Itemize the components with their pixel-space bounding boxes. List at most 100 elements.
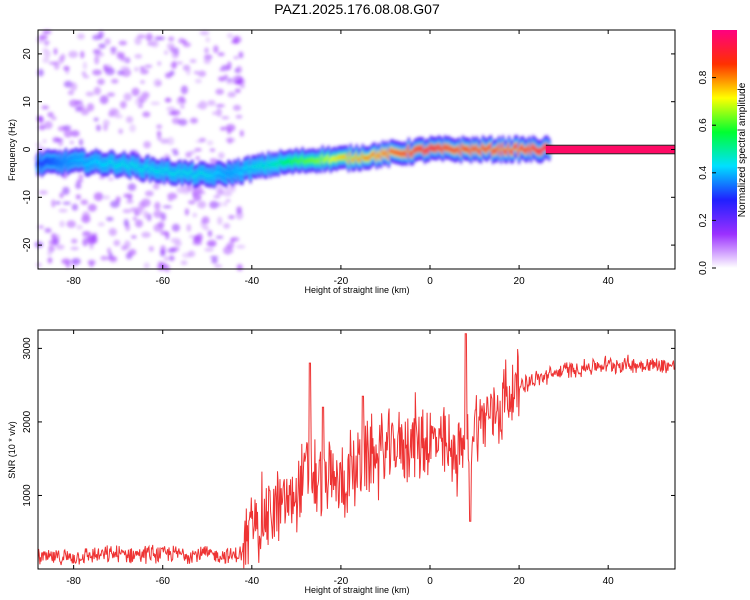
noise-speckle <box>189 59 197 63</box>
noise-speckle <box>168 36 175 42</box>
noise-speckle <box>80 108 90 116</box>
noise-speckle <box>78 138 84 146</box>
noise-speckle <box>204 247 214 252</box>
noise-speckle <box>86 103 95 112</box>
noise-speckle <box>37 115 45 124</box>
noise-speckle <box>167 196 173 202</box>
noise-speckle <box>229 237 235 244</box>
noise-speckle <box>157 61 162 66</box>
noise-speckle <box>100 255 108 261</box>
noise-speckle <box>106 92 116 97</box>
snr-panel: -80 -60 -40 -20 0 20 40 1000 2000 3000 Height of… <box>7 329 676 595</box>
noise-speckle <box>120 52 125 61</box>
noise-speckle <box>213 195 221 199</box>
snr-x-label: Height of straight line (km) <box>304 585 409 595</box>
noise-speckle <box>111 78 119 84</box>
noise-speckle <box>53 47 58 55</box>
noise-speckle <box>110 51 117 55</box>
noise-speckle <box>38 124 46 131</box>
y-tick-label: 2000 <box>22 410 33 433</box>
noise-speckle <box>93 117 99 122</box>
noise-speckle <box>182 42 191 48</box>
spectrogram-y-axis: -20 -10 0 10 20 <box>22 48 675 252</box>
noise-speckle <box>87 203 97 212</box>
noise-speckle <box>236 206 243 214</box>
noise-speckle <box>185 67 191 76</box>
noise-speckle <box>229 249 234 253</box>
noise-speckle <box>82 238 88 247</box>
noise-speckle <box>97 222 105 227</box>
noise-speckle <box>227 61 232 71</box>
noise-speckle <box>166 136 175 146</box>
noise-speckle <box>159 249 166 257</box>
noise-speckle <box>205 36 211 43</box>
noise-speckle <box>37 68 44 77</box>
noise-speckle <box>134 36 142 46</box>
y-tick-label: -10 <box>22 190 33 205</box>
colorbar-axis: 0.0 0.2 0.4 0.6 0.8 <box>698 70 716 275</box>
snr-series-line <box>37 333 676 569</box>
noise-speckle <box>225 137 236 143</box>
x-tick-label: -80 <box>66 576 81 587</box>
noise-speckle <box>59 192 64 199</box>
x-tick-label: 20 <box>514 276 526 287</box>
noise-speckle <box>119 100 127 109</box>
noise-speckle <box>47 257 53 264</box>
noise-speckle <box>157 36 165 41</box>
noise-speckle <box>61 258 71 265</box>
noise-speckle <box>82 231 92 239</box>
noise-speckle <box>97 78 105 85</box>
noise-speckle <box>38 190 48 195</box>
noise-speckle <box>146 213 152 222</box>
spectrogram-panel: -80 -60 -40 -20 0 20 40 -20 -10 0 10 20 Height of … <box>7 29 676 295</box>
noise-speckle <box>143 141 152 149</box>
noise-speckle <box>58 208 68 213</box>
noise-speckle <box>164 72 172 79</box>
figure-title: PAZ1.2025.176.08.08.G07 <box>274 1 440 17</box>
noise-speckle <box>151 39 160 48</box>
noise-speckle <box>89 244 94 250</box>
noise-speckle <box>160 230 169 236</box>
y-tick-label: 10 <box>22 96 33 108</box>
noise-speckle <box>107 177 114 181</box>
noise-speckle <box>228 214 235 220</box>
noise-speckle <box>50 116 57 121</box>
x-tick-label: -80 <box>66 276 81 287</box>
x-tick-label: -60 <box>156 576 171 587</box>
noise-speckle <box>174 240 182 247</box>
noise-speckle <box>192 240 203 246</box>
noise-speckle <box>140 80 146 84</box>
noise-speckle <box>104 67 115 76</box>
noise-speckle <box>194 78 202 84</box>
noise-speckle <box>187 200 196 205</box>
noise-speckle <box>131 235 137 239</box>
noise-speckle <box>129 207 140 212</box>
noise-speckle <box>234 88 241 94</box>
noise-speckle <box>225 199 231 203</box>
noise-speckle <box>70 246 79 251</box>
noise-speckle <box>215 104 225 108</box>
noise-speckle <box>201 216 210 225</box>
noise-speckle <box>92 49 101 55</box>
noise-speckle <box>110 200 120 208</box>
x-tick-label: 40 <box>603 576 615 587</box>
noise-speckle <box>134 67 139 72</box>
noise-speckle <box>227 91 237 98</box>
x-tick-label: 0 <box>427 276 433 287</box>
noise-speckle <box>209 200 219 209</box>
x-tick-label: -40 <box>245 576 260 587</box>
noise-speckle <box>171 49 179 59</box>
noise-speckle <box>108 228 117 237</box>
noise-speckle <box>114 114 124 119</box>
noise-speckle <box>204 47 209 54</box>
noise-speckle <box>217 52 225 57</box>
noise-speckle <box>189 117 198 124</box>
noise-speckle <box>153 210 163 218</box>
noise-speckle <box>44 227 52 233</box>
noise-speckle <box>123 218 129 227</box>
noise-speckle <box>226 33 234 39</box>
noise-speckle <box>186 223 192 232</box>
noise-speckle <box>107 247 112 255</box>
noise-speckle <box>192 212 198 218</box>
ridge-tail <box>545 145 675 154</box>
